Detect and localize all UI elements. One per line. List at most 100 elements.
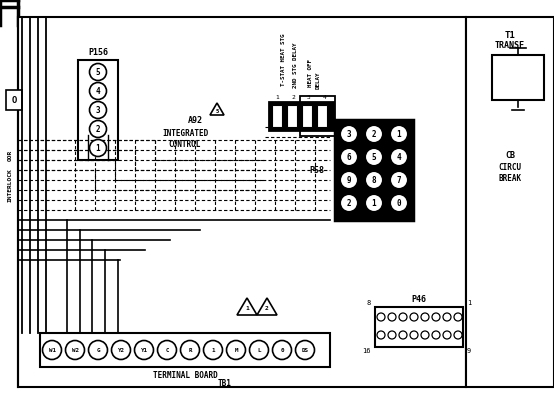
Bar (302, 105, 312, 127)
Bar (300, 96, 335, 136)
Circle shape (365, 148, 383, 166)
Text: 4: 4 (323, 94, 327, 100)
Text: P46: P46 (412, 295, 427, 303)
Text: C: C (165, 348, 169, 352)
Text: T-STAT HEAT STG: T-STAT HEAT STG (280, 34, 285, 86)
Text: 0: 0 (280, 348, 284, 352)
Circle shape (399, 331, 407, 339)
Text: 1: 1 (245, 305, 249, 310)
Circle shape (410, 331, 418, 339)
Text: OOR: OOR (8, 149, 13, 161)
Text: Y1: Y1 (141, 348, 147, 352)
Text: T1: T1 (505, 30, 515, 40)
Text: 5: 5 (216, 109, 219, 113)
Circle shape (377, 313, 385, 321)
Text: TB1: TB1 (218, 378, 232, 387)
Circle shape (432, 313, 440, 321)
Circle shape (295, 340, 315, 359)
Text: CIRCU: CIRCU (499, 162, 521, 171)
Circle shape (111, 340, 131, 359)
Text: Y2: Y2 (117, 348, 125, 352)
Circle shape (365, 171, 383, 189)
Text: TERMINAL BOARD: TERMINAL BOARD (152, 371, 217, 380)
Circle shape (390, 125, 408, 143)
Text: HEAT OFF: HEAT OFF (307, 59, 312, 87)
Circle shape (388, 331, 396, 339)
Text: DELAY: DELAY (315, 71, 321, 89)
Bar (375, 307, 463, 347)
Text: 1: 1 (211, 348, 215, 352)
Text: 4: 4 (96, 87, 100, 96)
Circle shape (377, 331, 385, 339)
Text: R: R (188, 348, 192, 352)
Text: DS: DS (301, 348, 309, 352)
Text: 8: 8 (367, 300, 371, 306)
Circle shape (388, 313, 396, 321)
Circle shape (157, 340, 177, 359)
Bar (335, 120, 413, 220)
Text: INTERLOCK: INTERLOCK (8, 168, 13, 202)
Circle shape (65, 340, 85, 359)
Circle shape (203, 340, 223, 359)
Text: P156: P156 (88, 47, 108, 56)
Text: 4: 4 (397, 152, 401, 162)
Text: 1: 1 (275, 94, 279, 100)
Text: 1: 1 (372, 199, 376, 207)
Circle shape (340, 194, 358, 212)
Text: 5: 5 (372, 152, 376, 162)
Circle shape (340, 148, 358, 166)
Text: 1: 1 (397, 130, 401, 139)
Text: 3: 3 (347, 130, 351, 139)
Circle shape (90, 120, 106, 137)
Text: A92: A92 (187, 115, 203, 124)
Circle shape (443, 331, 451, 339)
Circle shape (454, 313, 462, 321)
Bar (492, 55, 544, 100)
Circle shape (390, 194, 408, 212)
Bar (78, 60, 118, 160)
Text: BREAK: BREAK (499, 173, 521, 182)
Text: 2ND STG DELAY: 2ND STG DELAY (293, 42, 297, 88)
Bar (18, 17, 466, 387)
Circle shape (89, 340, 107, 359)
Text: 0: 0 (397, 199, 401, 207)
Text: 2: 2 (291, 94, 295, 100)
Text: 9: 9 (347, 175, 351, 184)
Text: P58: P58 (310, 166, 325, 175)
Text: W1: W1 (49, 348, 55, 352)
Circle shape (249, 340, 269, 359)
Circle shape (390, 171, 408, 189)
Bar (466, 17, 554, 387)
Text: 2: 2 (265, 305, 269, 310)
Circle shape (181, 340, 199, 359)
Text: 2: 2 (347, 199, 351, 207)
Text: O: O (11, 96, 17, 105)
Text: 9: 9 (467, 348, 471, 354)
Circle shape (43, 340, 61, 359)
Text: TRANSF: TRANSF (495, 41, 525, 49)
Text: W2: W2 (71, 348, 79, 352)
Text: 3: 3 (307, 94, 311, 100)
Text: 2: 2 (372, 130, 376, 139)
Bar (6, 90, 22, 110)
Text: 7: 7 (397, 175, 401, 184)
Circle shape (340, 125, 358, 143)
Circle shape (227, 340, 245, 359)
Text: CONTROL: CONTROL (169, 139, 201, 149)
Text: G: G (96, 348, 100, 352)
Circle shape (454, 331, 462, 339)
Circle shape (365, 194, 383, 212)
Circle shape (90, 102, 106, 118)
Text: 6: 6 (347, 152, 351, 162)
Circle shape (399, 313, 407, 321)
Circle shape (135, 340, 153, 359)
Bar (40, 333, 330, 367)
Text: 8: 8 (372, 175, 376, 184)
Circle shape (421, 331, 429, 339)
Text: INTEGRATED: INTEGRATED (162, 128, 208, 137)
Circle shape (421, 313, 429, 321)
Circle shape (90, 83, 106, 100)
Text: 5: 5 (96, 68, 100, 77)
Text: M: M (234, 348, 238, 352)
Text: L: L (257, 348, 261, 352)
